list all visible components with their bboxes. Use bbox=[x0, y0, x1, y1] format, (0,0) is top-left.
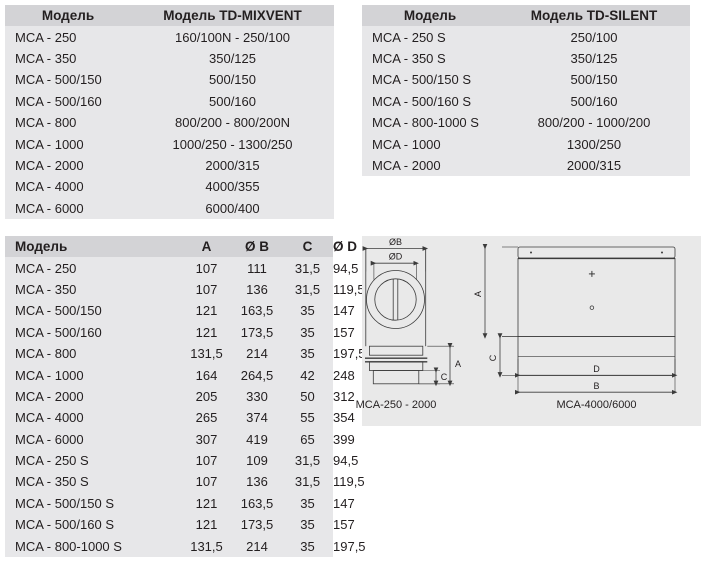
svg-text:B: B bbox=[593, 381, 599, 391]
svg-text:ØD: ØD bbox=[389, 252, 403, 262]
svg-text:D: D bbox=[593, 364, 600, 374]
svg-text:ØB: ØB bbox=[389, 237, 402, 247]
svg-text:MCA-4000/6000: MCA-4000/6000 bbox=[556, 399, 636, 411]
svg-text:C: C bbox=[488, 354, 498, 361]
svg-text:A: A bbox=[473, 291, 483, 297]
svg-text:MCA-250 - 2000: MCA-250 - 2000 bbox=[356, 399, 437, 411]
svg-text:A: A bbox=[455, 359, 461, 369]
svg-text:C: C bbox=[441, 372, 448, 382]
